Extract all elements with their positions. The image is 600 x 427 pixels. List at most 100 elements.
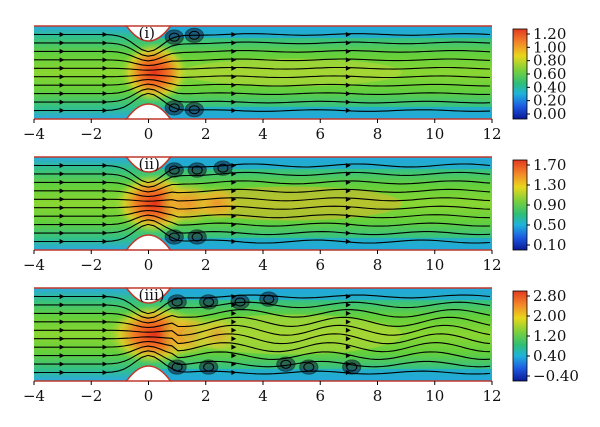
vortex — [199, 294, 219, 310]
colorbar-label: 1.70 — [533, 156, 566, 174]
jet-core — [120, 42, 189, 103]
streamline — [33, 219, 491, 236]
streamline-arrow — [231, 40, 237, 46]
wall-band-bottom — [157, 107, 492, 119]
vortex — [167, 359, 187, 375]
streamline-arrow — [345, 319, 351, 325]
streamline-arrow — [345, 230, 351, 236]
x-tick-label: 0 — [144, 125, 154, 143]
streamline-arrow — [345, 171, 351, 177]
streamline-arrow — [231, 327, 237, 333]
x-tick-label: −2 — [80, 387, 102, 405]
x-tick-label: 8 — [373, 387, 383, 405]
vortex — [199, 359, 219, 375]
streamline-arrow — [59, 302, 65, 308]
streamline-arrow — [59, 327, 65, 333]
x-tick-label: 10 — [425, 256, 444, 274]
streamline-arrow — [345, 108, 351, 114]
streamline-arrow — [59, 205, 65, 211]
colorbar-label: 2.00 — [533, 307, 566, 325]
streamline-arrow — [231, 213, 237, 219]
x-tick-label: 6 — [315, 256, 325, 274]
streamline-arrow — [102, 82, 108, 88]
streamline-arrow — [59, 48, 65, 54]
streamline-arrow — [231, 344, 237, 350]
x-tick-label: 6 — [315, 387, 325, 405]
streamline-arrow — [102, 369, 108, 375]
streamline — [33, 345, 491, 360]
vortex-inner — [346, 362, 358, 372]
colorbar-label: 1.20 — [533, 25, 566, 43]
streamline-arrow — [345, 353, 351, 359]
streamline — [33, 83, 490, 95]
streamline — [33, 88, 491, 104]
x-tick-label: −2 — [80, 256, 102, 274]
streamline-arrow — [59, 353, 65, 359]
colorbar-label: 1.30 — [533, 176, 566, 194]
streamline-arrow — [345, 310, 351, 316]
streamline-arrow — [345, 162, 351, 168]
streamline-arrow — [345, 213, 351, 219]
streamline-arrow — [231, 188, 237, 194]
streamline-arrow — [231, 370, 237, 376]
streamline-arrow — [102, 179, 108, 185]
colorbar-label: 0.10 — [533, 236, 566, 254]
colorbar — [512, 28, 528, 120]
streamline-arrow — [59, 162, 65, 168]
colorbar-label: 2.80 — [533, 287, 566, 305]
streamline-arrow — [59, 230, 65, 236]
x-tick-label: −4 — [23, 125, 45, 143]
x-tick-label: 2 — [201, 125, 211, 143]
streamline-arrow — [345, 196, 351, 202]
streamline-arrow — [345, 91, 351, 97]
colorbar-label: 0.20 — [533, 92, 566, 110]
streamline-arrow — [345, 344, 351, 350]
streamline-arrow — [345, 222, 351, 228]
streamline-arrow — [59, 57, 65, 63]
wall-band-top — [157, 26, 492, 38]
streamline-arrow — [59, 370, 65, 376]
streamline-arrow — [102, 310, 108, 316]
streamline-arrow — [59, 336, 65, 342]
streamline-arrow — [231, 196, 237, 202]
vortex — [164, 229, 184, 245]
streamline-arrow — [59, 361, 65, 367]
streamline-arrow — [231, 91, 237, 97]
streamline-arrow — [59, 99, 65, 105]
streamline-arrow — [231, 48, 237, 54]
streamline-arrow — [231, 293, 237, 299]
x-tick-label: 6 — [315, 125, 325, 143]
streamline — [33, 354, 491, 375]
panel-1: (i) −4 −2 0 2 4 6 8 10 12 1.201.000.800.600.400.20… — [23, 24, 566, 143]
streamline-arrow — [231, 319, 237, 325]
streamline-arrow — [345, 327, 351, 333]
streamline-arrow — [231, 179, 237, 185]
vortex — [167, 294, 187, 310]
streamline-arrow — [345, 239, 351, 245]
streamline-arrow — [345, 40, 351, 46]
streamline — [33, 301, 491, 319]
x-tick-label: 4 — [258, 387, 268, 405]
streamline — [33, 66, 491, 71]
streamline-arrow — [345, 179, 351, 185]
streamline — [33, 324, 491, 336]
x-tick-label: 2 — [201, 256, 211, 274]
colorbar — [512, 290, 528, 382]
streamline-arrow — [231, 239, 237, 245]
vortex-inner — [168, 32, 180, 42]
streamline-arrow — [231, 353, 237, 359]
colorbar-label: 1.00 — [533, 38, 566, 56]
streamline-arrow — [231, 108, 237, 114]
streamline-arrow — [59, 31, 65, 37]
streamline-arrow — [231, 310, 237, 316]
colorbar-label: 1.20 — [533, 327, 566, 345]
streamline-arrow — [102, 205, 108, 211]
x-tick-label: −2 — [80, 125, 102, 143]
streamline-arrow — [345, 65, 351, 71]
streamline-arrow — [102, 319, 108, 325]
streamline-arrow — [231, 222, 237, 228]
streamline — [33, 74, 491, 79]
streamline-arrow — [231, 99, 237, 105]
streamline — [33, 50, 491, 62]
streamline — [33, 223, 491, 244]
